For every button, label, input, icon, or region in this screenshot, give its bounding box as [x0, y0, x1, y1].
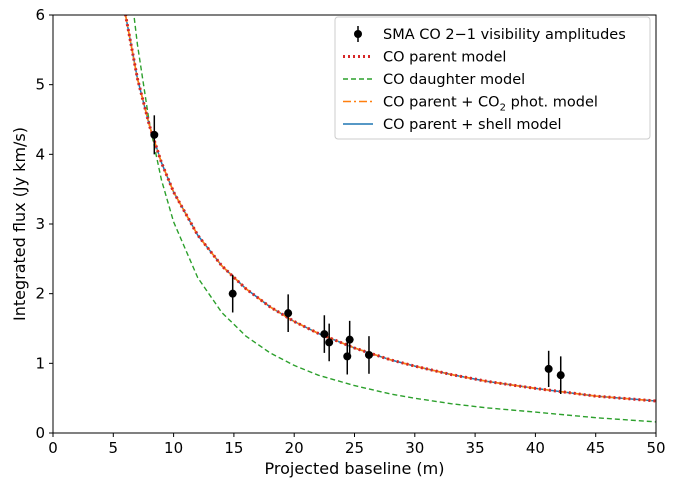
legend: SMA CO 2−1 visibility amplitudes CO paren… [334, 16, 651, 140]
x-tick-label: 40 [526, 439, 545, 457]
legend-label-observations: SMA CO 2−1 visibility amplitudes [383, 27, 626, 43]
x-tick-label: 35 [466, 439, 485, 457]
x-tick-label: 45 [586, 439, 605, 457]
observation-points [150, 115, 565, 394]
x-tick-label: 50 [646, 439, 665, 457]
data-point [345, 335, 354, 344]
data-point [364, 350, 373, 359]
x-tick-label: 15 [224, 439, 243, 457]
data-point [284, 309, 293, 318]
data-point [228, 289, 237, 298]
series-line-2 [124, 15, 656, 402]
legend-box [334, 16, 651, 140]
model-curves [124, 15, 656, 423]
data-point [150, 130, 159, 139]
series-line-1 [133, 15, 656, 423]
y-tick-label: 2 [35, 285, 45, 303]
y-axis-label: Integrated flux (Jy km/s) [10, 127, 29, 321]
x-tick-label: 25 [345, 439, 364, 457]
y-tick-label: 3 [35, 215, 45, 233]
legend-label-series-1: CO daughter model [383, 72, 525, 88]
y-tick-label: 5 [35, 76, 45, 94]
y-tick-label: 1 [35, 354, 45, 372]
x-tick-label: 0 [48, 439, 58, 457]
data-point [556, 371, 565, 380]
data-point [325, 338, 334, 347]
y-tick-label: 6 [35, 6, 45, 24]
x-axis-label: Projected baseline (m) [265, 459, 445, 478]
x-tick-label: 30 [405, 439, 424, 457]
x-tick-label: 5 [109, 439, 119, 457]
x-tick-label: 20 [285, 439, 304, 457]
data-point [320, 330, 329, 339]
legend-label-series-0: CO parent model [383, 50, 506, 66]
legend-point-handle [354, 30, 362, 38]
legend-label-series-2: CO parent + CO2 phot. model [383, 95, 598, 114]
legend-label-series-3: CO parent + shell model [383, 117, 562, 133]
y-tick-label: 4 [35, 145, 45, 163]
x-tick-label: 10 [164, 439, 183, 457]
data-point [544, 364, 553, 373]
y-tick-label: 0 [35, 424, 45, 442]
